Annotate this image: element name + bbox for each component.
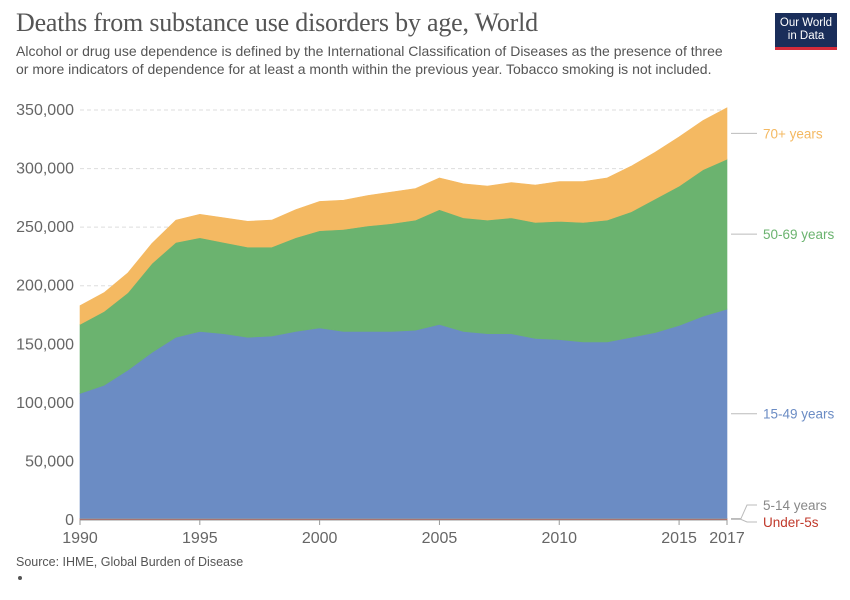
chart-subtitle: Alcohol or drug use dependence is define…: [16, 43, 723, 77]
y-tick-label: 250,000: [16, 219, 74, 236]
series-label-under-5s: Under-5s: [763, 515, 819, 530]
x-tick-label: 2015: [661, 530, 697, 547]
area-15-49-years: [79, 308, 728, 519]
label-connector: [731, 504, 757, 520]
series-label-15-49-years: 15-49 years: [763, 407, 835, 422]
area-70-years: [79, 107, 728, 325]
series-label-50-69-years: 50-69 years: [763, 227, 835, 242]
series-label-70-years: 70+ years: [763, 126, 823, 141]
x-tick-label: 1995: [182, 530, 218, 547]
chart-title: Deaths from substance use disorders by a…: [16, 8, 538, 37]
y-tick-label: 300,000: [16, 161, 74, 178]
x-tick-label: 2017: [709, 530, 745, 547]
y-tick-label: 350,000: [16, 102, 74, 119]
x-tick-label: 2005: [422, 530, 458, 547]
owid-logo[interactable]: Our World in Data: [775, 13, 837, 50]
x-tick-label: 2000: [302, 530, 338, 547]
y-tick-label: 50,000: [25, 453, 74, 470]
x-tick-label: 1990: [62, 530, 98, 547]
x-tick-label: 2010: [541, 530, 577, 547]
y-tick-label: 0: [65, 512, 74, 529]
y-tick-label: 100,000: [16, 395, 74, 412]
label-connector: [731, 518, 757, 523]
footer-dot: [18, 576, 22, 580]
y-tick-label: 200,000: [16, 278, 74, 295]
series-label-5-14-years: 5-14 years: [763, 498, 827, 513]
y-tick-label: 150,000: [16, 336, 74, 353]
source-note[interactable]: Source: IHME, Global Burden of Disease: [16, 555, 244, 569]
